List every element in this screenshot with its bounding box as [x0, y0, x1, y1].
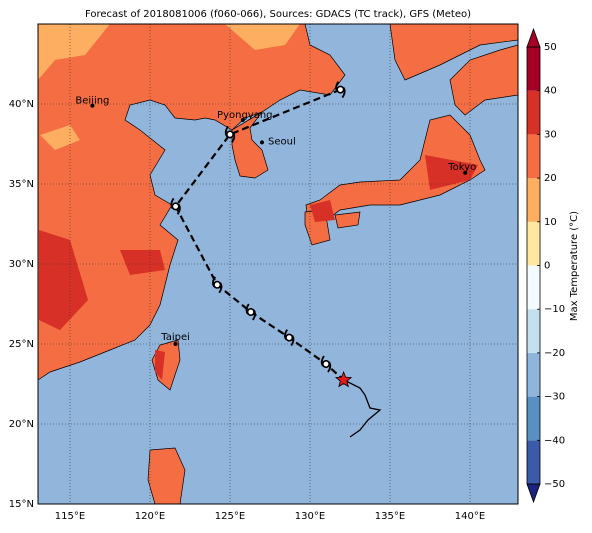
colorbar-tick-label: −30 — [544, 392, 565, 403]
y-tick-label: 15°N — [9, 499, 34, 510]
hot-patch — [155, 350, 165, 380]
colorbar-segment — [527, 178, 540, 222]
hot-patch — [425, 155, 478, 190]
storm-center — [171, 202, 180, 211]
hot-patch — [39, 230, 88, 330]
title: Forecast of 2018081006 (f060-066), Sourc… — [85, 9, 471, 20]
overlay: Beijing Pyongyang Seoul Tokyo Taipei — [38, 24, 518, 504]
colorbar-tick-label: 10 — [544, 217, 557, 228]
y-tick-label: 25°N — [9, 339, 34, 350]
x-tick-label: 130°E — [295, 511, 325, 522]
colorbar-tick-label: 30 — [544, 129, 557, 140]
colorbar-segment — [527, 309, 540, 353]
land-shikoku — [334, 211, 361, 229]
colorbar-label: Max Temperature (°C) — [569, 211, 580, 321]
colorbar-tick-label: 40 — [544, 86, 557, 97]
x-tick-label: 135°E — [375, 511, 405, 522]
land-honshu — [305, 114, 486, 226]
city-dot — [90, 103, 95, 108]
colorbar-tick-label: 0 — [544, 261, 550, 272]
cool-patch — [38, 24, 110, 80]
colorbar-tick-label: 50 — [544, 42, 557, 53]
land-south — [147, 447, 186, 504]
hot-patch — [120, 250, 165, 275]
city-dot — [173, 342, 178, 346]
colorbar-extend-high — [526, 27, 541, 48]
colorbar-tick-label: −40 — [544, 435, 565, 446]
city-dot — [463, 170, 468, 175]
colorbar-segment — [527, 265, 540, 310]
storm-center — [213, 280, 222, 289]
cool-patch — [40, 125, 80, 150]
storm-center — [285, 333, 294, 342]
x-tick-label: 125°E — [215, 511, 245, 522]
colorbar-segment — [527, 440, 540, 484]
city-label: Seoul — [268, 136, 296, 147]
colorbar-tick-label: −10 — [544, 304, 565, 315]
current-position — [334, 370, 353, 388]
y-tick-label: 20°N — [9, 419, 34, 430]
y-tick-label: 40°N — [9, 99, 34, 110]
storm-center — [226, 130, 235, 139]
x-tick-label: 115°E — [55, 511, 85, 522]
past-track — [343, 379, 382, 438]
colorbar-segment — [527, 134, 540, 179]
city-label: Beijing — [75, 96, 109, 107]
hot-patch — [310, 200, 335, 222]
land-mainland — [38, 24, 346, 381]
y-tick-label: 30°N — [9, 259, 34, 270]
y-tick-label: 35°N — [9, 179, 34, 190]
city-label: Tokyo — [447, 162, 476, 173]
storm-center — [246, 307, 255, 316]
colorbar-segment — [527, 352, 540, 397]
land-korea — [231, 111, 269, 179]
colorbar-tick-label: −50 — [544, 479, 565, 490]
map-frame — [37, 23, 519, 505]
map-area: Beijing Pyongyang Seoul Tokyo Taipei — [38, 24, 518, 504]
cool-patch — [225, 24, 300, 50]
colorbar-tick-label: −20 — [544, 348, 565, 359]
colorbar-segment — [527, 47, 540, 91]
colorbar-extend-low — [526, 483, 541, 504]
colorbar-segment — [527, 90, 540, 135]
colorbar-segment — [527, 396, 540, 441]
colorbar-tick-label: 20 — [544, 173, 557, 184]
land-hokkaido — [449, 44, 518, 116]
city-dot — [240, 118, 245, 122]
x-tick-label: 140°E — [455, 511, 485, 522]
storm-center — [336, 85, 345, 94]
city-label: Taipei — [160, 332, 190, 343]
colorbar-segment — [527, 221, 540, 266]
storm-center — [321, 359, 330, 368]
forecast-track — [174, 88, 345, 381]
city-dot — [260, 140, 264, 145]
x-tick-label: 120°E — [135, 511, 165, 522]
city-label: Pyongyang — [217, 110, 272, 121]
land-russia — [389, 24, 518, 81]
